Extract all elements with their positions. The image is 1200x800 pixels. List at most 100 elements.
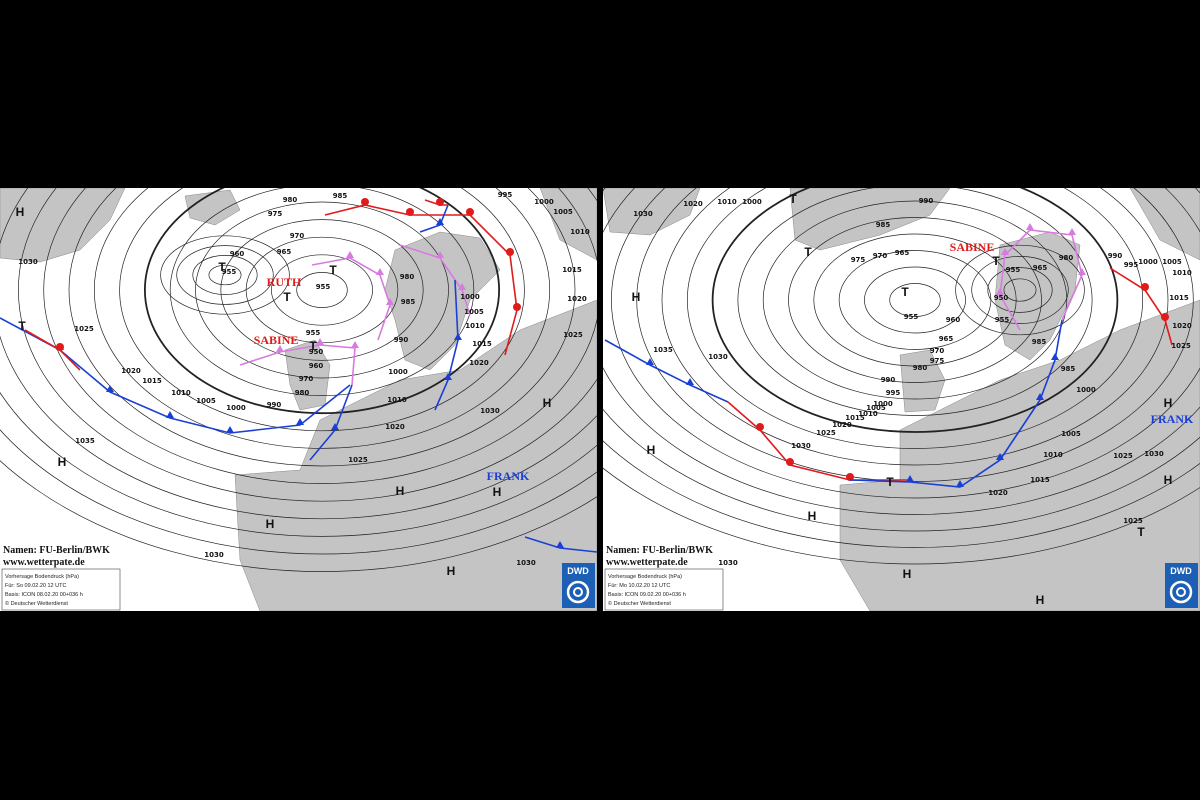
info-box: [1, 568, 121, 611]
land: [899, 349, 946, 413]
isobar: [987, 267, 1053, 313]
pressure-label: 1020: [385, 423, 405, 431]
pressure-center: H: [16, 205, 25, 219]
info-line: Basis: ICON 08.02.20 00+036 h: [5, 592, 83, 598]
pressure-label: 1025: [74, 325, 94, 333]
front-symbol: [386, 298, 394, 305]
isobar: [43, 188, 597, 484]
pressure-label: 1015: [142, 377, 162, 385]
pressure-label: 1000: [534, 198, 554, 206]
pressure-center: T: [886, 475, 894, 489]
front-symbol: [646, 358, 654, 365]
pressure-label: 985: [401, 298, 416, 306]
isobar: [271, 254, 373, 326]
isobar: [762, 200, 1068, 400]
pressure-label: 990: [267, 401, 282, 409]
pressure-label: 955: [316, 283, 331, 291]
isobar: [603, 467, 1200, 565]
pressure-label: 1015: [472, 340, 492, 348]
pressure-label: 1015: [562, 266, 582, 274]
info-line: Basis: ICON 09.02.20 00+036 h: [608, 592, 686, 598]
system-name: RUTH: [267, 275, 302, 289]
front-symbol: [1036, 393, 1044, 400]
pressure-label: 985: [876, 221, 891, 229]
front-symbol: [346, 251, 354, 258]
pressure-label: 1020: [832, 421, 852, 429]
pressure-center: T: [789, 192, 797, 206]
pressure-label: 965: [895, 249, 910, 257]
land: [384, 231, 501, 371]
front-symbol: [1141, 283, 1149, 291]
pressure-label: 955: [995, 316, 1010, 324]
pressure-center: T: [309, 339, 317, 353]
pressure-label: 955: [306, 329, 321, 337]
pressure-label: 955: [904, 313, 919, 321]
pressure-label: 1010: [570, 228, 590, 236]
logo-box: [1165, 563, 1198, 608]
isobar: [296, 272, 348, 308]
url: www.wetterpate.de: [606, 557, 688, 568]
pressure-label: 995: [1124, 261, 1139, 269]
front-symbol: [351, 341, 359, 348]
pressure-label: 1010: [171, 389, 191, 397]
logo-swirl: [573, 587, 583, 597]
pressure-center: T: [18, 319, 26, 333]
front-symbol: [996, 453, 1004, 460]
isobar: [788, 217, 1042, 383]
isobar: [195, 201, 449, 379]
front-symbol: [756, 423, 764, 431]
front-symbol: [906, 475, 914, 482]
front-symbol: [436, 218, 444, 225]
front-symbol: [1051, 353, 1059, 360]
pressure-label: 1015: [1169, 294, 1189, 302]
pressure-label: 975: [268, 210, 283, 218]
pressure-center: T: [992, 254, 1000, 268]
pressure-center: T: [804, 245, 812, 259]
land: [789, 188, 951, 251]
pressure-label: 950: [994, 294, 1009, 302]
front-symbol: [226, 426, 234, 433]
pressure-label: 1030: [516, 559, 536, 567]
pressure-center: H: [543, 396, 552, 410]
credit: Namen: FU-Berlin/BWK: [606, 545, 713, 556]
system-name: SABINE: [950, 240, 995, 254]
pressure-center: H: [903, 567, 912, 581]
pressure-label: 980: [400, 273, 415, 281]
pressure-center: H: [632, 290, 641, 304]
pressure-label: 980: [295, 389, 310, 397]
isobar: [119, 188, 525, 432]
info-line: Für: Mo 10.02.20 12 UTC: [608, 583, 670, 589]
pressure-label: 1015: [845, 414, 865, 422]
pressure-center: H: [58, 455, 67, 469]
system-name: SABINE: [254, 333, 299, 347]
front-symbol: [1026, 223, 1034, 230]
isobar: [169, 188, 475, 396]
logo-swirl: [566, 580, 590, 604]
pressure-label: 1010: [387, 396, 407, 404]
front-symbol: [444, 373, 452, 380]
land: [184, 189, 241, 226]
front-symbol: [331, 423, 339, 430]
info-line: Für: So 09.02.20 12 UTC: [5, 583, 66, 589]
isobar: [0, 429, 597, 555]
isobar: [971, 256, 1069, 324]
pressure-label: 980: [913, 364, 928, 372]
pressure-center: H: [647, 443, 656, 457]
land: [839, 299, 1200, 611]
pressure-label: 1030: [480, 407, 500, 415]
pressure-label: 1000: [1076, 386, 1096, 394]
pressure-label: 1030: [791, 442, 811, 450]
front-symbol: [166, 411, 174, 418]
pressure-label: 1010: [717, 198, 737, 206]
land: [234, 299, 597, 611]
front: [399, 244, 471, 316]
pressure-center: H: [396, 484, 405, 498]
isobar: [711, 188, 1119, 433]
pressure-label: 1005: [464, 308, 484, 316]
front-symbol: [406, 208, 414, 216]
pressure-label: 1010: [465, 322, 485, 330]
pressure-label: 1020: [683, 200, 703, 208]
system-name: FRANK: [487, 469, 530, 483]
front-symbol: [376, 268, 384, 275]
pressure-label: 1020: [1172, 322, 1192, 330]
